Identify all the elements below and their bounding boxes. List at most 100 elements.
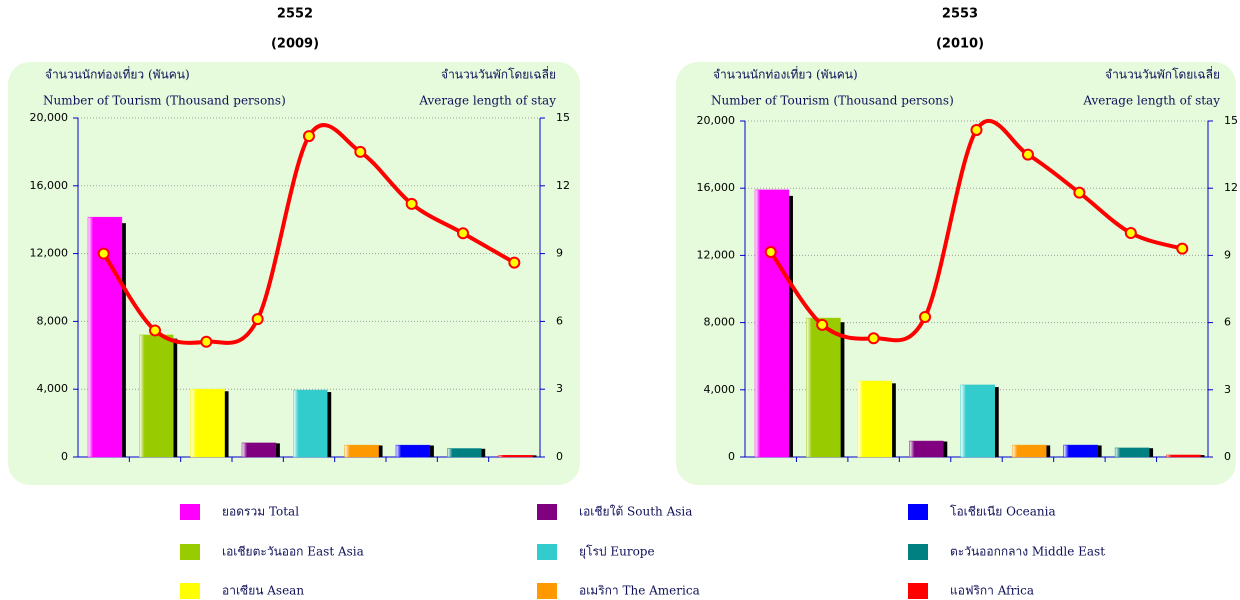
bar-shadow [121, 223, 126, 457]
line [768, 119, 1185, 343]
legend-swatch [537, 504, 557, 520]
legend-swatch [180, 583, 200, 599]
bar-shadow [788, 195, 793, 457]
bar-shadow [994, 387, 999, 457]
line-marker [919, 311, 932, 323]
bar [190, 388, 225, 458]
legend-swatch [180, 504, 200, 520]
line-marker [1021, 148, 1034, 161]
y2-tick-label: 3 [556, 382, 563, 395]
bar-shadow [943, 441, 948, 457]
y-tick-label: 8,000 [704, 316, 736, 329]
bar [498, 455, 533, 458]
legend-swatch [908, 544, 928, 560]
line-marker [251, 313, 264, 326]
line [101, 123, 517, 345]
y-tick-label: 12,000 [697, 248, 736, 261]
line-marker [1124, 227, 1137, 239]
y2-tick-label: 12 [556, 179, 570, 192]
legend-swatch [537, 544, 557, 560]
legend-label: โอเชียเนีย Oceania [950, 505, 1056, 519]
y-tick-label: 20,000 [30, 111, 69, 124]
legend-label: อาเซียน Asean [222, 584, 304, 598]
legend-label: ตะวันออกกลาง Middle East [950, 545, 1105, 559]
legend-swatch [537, 583, 557, 599]
bar-shadow [840, 322, 845, 457]
y2-axis-label: จำนวนวันพักโดยเฉลี่ย [441, 66, 556, 82]
bar [1063, 444, 1098, 458]
bar-shadow [481, 448, 486, 457]
y2-axis-label: Average length of stay [418, 94, 556, 108]
y-tick-label: 20,000 [697, 114, 736, 127]
bar [1011, 444, 1047, 458]
legend-label: ยุโรป Europe [579, 545, 655, 560]
legend-label: แอฟริกา Africa [950, 584, 1034, 598]
bar [857, 380, 893, 458]
y2-tick-label: 6 [1224, 316, 1231, 329]
y2-tick-label: 0 [1224, 450, 1231, 463]
line-marker [1176, 242, 1189, 255]
bar-shadow [429, 445, 434, 457]
bar [139, 334, 174, 458]
bar-shadow [1200, 455, 1205, 457]
y-axis-label: Number of Tourism (Thousand persons) [43, 94, 286, 108]
y-tick-label: 4,000 [37, 382, 69, 395]
y2-tick-label: 15 [556, 111, 570, 124]
y-axis-label: Number of Tourism (Thousand persons) [711, 94, 954, 108]
legend-label: เอเชียใต้ South Asia [579, 505, 692, 519]
chart-subtitle: (2009) [271, 37, 319, 52]
line-marker [149, 324, 161, 337]
bar-shadow [378, 445, 383, 457]
y-tick-label: 0 [728, 450, 735, 463]
legend-label: อเมริกา The America [579, 584, 700, 598]
y-tick-label: 12,000 [30, 247, 69, 260]
bar [806, 317, 841, 458]
bar-shadow [1097, 445, 1102, 457]
chart-title: 2552 [277, 7, 313, 22]
bar [344, 444, 379, 458]
legend-swatch [180, 544, 200, 560]
y2-tick-label: 9 [1224, 248, 1231, 261]
bar [447, 448, 482, 458]
bar [241, 442, 277, 458]
bar-shadow [1046, 445, 1051, 457]
line-marker [867, 332, 880, 345]
legend-swatch [908, 583, 928, 599]
line-marker [764, 246, 777, 259]
bar-shadow [1149, 448, 1154, 457]
y2-axis-label: Average length of stay [1082, 94, 1220, 108]
y-tick-label: 16,000 [697, 181, 736, 194]
line-marker [97, 247, 110, 260]
line-marker [200, 335, 213, 348]
bar-shadow [224, 391, 229, 457]
line-marker [405, 197, 418, 210]
bar [909, 440, 944, 458]
y2-axis-label: จำนวนวันพักโดยเฉลี่ย [1105, 66, 1220, 82]
line-marker [508, 256, 521, 269]
line-marker [970, 123, 983, 136]
line-marker [1073, 186, 1086, 199]
bar [395, 444, 431, 458]
y-axis-label: จำนวนนักท่องเที่ยว (พันคน) [45, 66, 190, 82]
line-marker [457, 227, 469, 240]
y-axis-label: จำนวนนักท่องเที่ยว (พันคน) [713, 66, 858, 82]
chart-subtitle: (2010) [936, 37, 984, 52]
bar-shadow [275, 443, 280, 457]
bar-shadow [173, 338, 178, 457]
y2-tick-label: 9 [556, 247, 563, 260]
line-marker [303, 130, 315, 143]
y-tick-label: 4,000 [704, 383, 736, 396]
legend-swatch [908, 504, 928, 520]
legend-label: ยอดรวม Total [222, 505, 299, 519]
line-marker [816, 318, 829, 331]
y-tick-label: 0 [61, 450, 68, 463]
y-tick-label: 16,000 [30, 179, 69, 192]
y2-tick-label: 0 [556, 450, 563, 463]
bar [293, 389, 328, 458]
bar [960, 384, 995, 458]
legend-label: เอเชียตะวันออก East Asia [222, 545, 364, 559]
line-marker [354, 145, 367, 158]
chart-title: 2553 [942, 7, 978, 22]
y-tick-label: 8,000 [37, 314, 69, 327]
